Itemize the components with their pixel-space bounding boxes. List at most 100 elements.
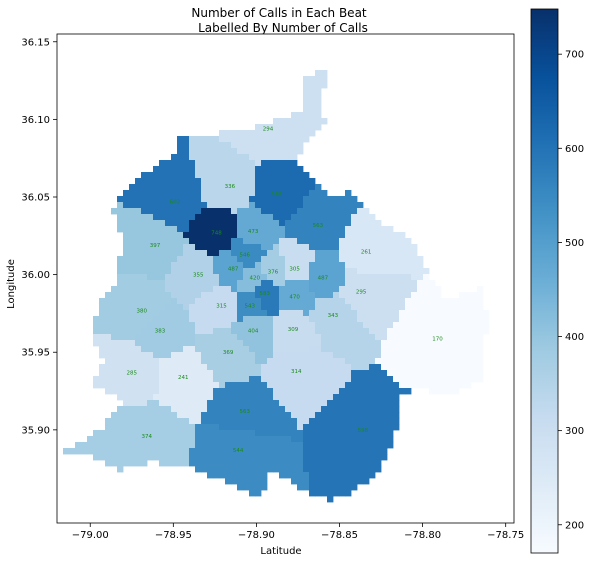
beat-region-cell — [255, 466, 262, 473]
beat-region-cell — [243, 172, 250, 179]
beat-region-cell — [189, 226, 196, 233]
beat-region-cell — [129, 250, 136, 257]
beat-region-cell — [267, 424, 274, 431]
beat-region-cell — [315, 400, 322, 407]
beat-region-cell — [291, 292, 298, 299]
beat-region-cell — [309, 430, 316, 437]
beat-region-cell — [261, 196, 268, 203]
beat-region-cell — [117, 370, 124, 377]
beat-region-cell — [177, 298, 184, 305]
beat-region-cell — [429, 358, 436, 365]
beat-region-cell — [345, 442, 352, 449]
beat-region-cell — [225, 466, 232, 473]
beat-region-cell — [333, 478, 340, 485]
beat-region-cell — [231, 184, 238, 191]
beat-region-cell — [285, 244, 292, 251]
beat-region-cell — [477, 304, 484, 311]
beat-region-cell — [135, 202, 142, 209]
beat-region-cell — [375, 232, 382, 239]
beat-region-cell — [255, 232, 262, 239]
beat-region-cell — [321, 232, 328, 239]
beat-region-cell — [267, 454, 274, 461]
beat-region-cell — [165, 268, 172, 275]
beat-region-cell — [291, 124, 298, 131]
beat-region-cell — [165, 382, 172, 389]
beat-region-cell — [201, 136, 208, 143]
beat-region-cell — [159, 226, 166, 233]
beat-region-cell — [267, 352, 274, 359]
beat-region-cell — [441, 382, 448, 389]
beat-region-cell — [177, 202, 184, 209]
beat-region-cell — [381, 286, 388, 293]
beat-region-cell — [135, 196, 142, 203]
beat-region-cell — [99, 310, 106, 317]
beat-region-cell — [291, 478, 298, 485]
beat-region-cell — [309, 352, 316, 359]
beat-region-cell — [183, 460, 190, 467]
beat-region-cell — [393, 268, 400, 275]
beat-region-cell — [159, 190, 166, 197]
beat-region-cell — [105, 370, 112, 377]
beat-region-cell — [363, 400, 370, 407]
beat-region-cell — [309, 286, 316, 293]
beat-region-cell — [243, 442, 250, 449]
beat-region-cell — [339, 298, 346, 305]
beat-region-cell — [357, 370, 364, 377]
beat-region-cell — [117, 310, 124, 317]
beat-region-cell — [189, 196, 196, 203]
beat-region-cell — [249, 304, 256, 311]
beat-region-cell — [291, 226, 298, 233]
beat-region-cell — [351, 196, 358, 203]
beat-region-cell — [309, 322, 316, 329]
beat-region-cell — [309, 484, 316, 491]
beat-region-cell — [153, 430, 160, 437]
beat-region-cell — [291, 232, 298, 239]
beat-region-cell — [141, 454, 148, 461]
beat-region-cell — [423, 322, 430, 329]
beat-region-cell — [297, 214, 304, 221]
beat-region-cell — [231, 406, 238, 413]
beat-region-cell — [219, 166, 226, 173]
beat-region-cell — [381, 448, 388, 455]
beat-region-cell — [153, 202, 160, 209]
beat-region-cell — [129, 334, 136, 341]
beat-region-cell — [213, 256, 220, 263]
beat-region-cell — [243, 154, 250, 161]
beat-region-cell — [327, 388, 334, 395]
beat-region-cell — [207, 310, 214, 317]
beat-region-cell — [345, 250, 352, 257]
beat-region-cell — [237, 346, 244, 353]
beat-region-cell — [219, 394, 226, 401]
beat-region-cell — [207, 430, 214, 437]
beat-region-cell — [465, 358, 472, 365]
beat-region-cell — [417, 364, 424, 371]
beat-region-cell — [213, 136, 220, 143]
beat-region-cell — [345, 196, 352, 203]
beat-region-cell — [297, 178, 304, 185]
beat-region-cell — [261, 334, 268, 341]
beat-region-cell — [477, 352, 484, 359]
beat-region-cell — [381, 316, 388, 323]
beat-region-cell — [189, 442, 196, 449]
beat-region-cell — [159, 166, 166, 173]
beat-region-cell — [375, 346, 382, 353]
beat-region-cell — [381, 238, 388, 245]
beat-region-cell — [207, 466, 214, 473]
beat-region-cell — [327, 196, 334, 203]
beat-region-cell — [189, 394, 196, 401]
beat-region-cell — [327, 406, 334, 413]
beat-region-cell — [423, 286, 430, 293]
beat-region-cell — [189, 424, 196, 431]
beat-region-cell — [177, 358, 184, 365]
beat-region-cell — [171, 346, 178, 353]
beat-region-cell — [237, 328, 244, 335]
beat-region-cell — [441, 310, 448, 317]
beat-region-cell — [357, 328, 364, 335]
beat-region-cell — [153, 400, 160, 407]
beat-region-cell — [165, 226, 172, 233]
beat-region-cell — [201, 322, 208, 329]
beat-region-cell — [387, 346, 394, 353]
beat-region-cell — [477, 370, 484, 377]
beat-region-cell — [399, 316, 406, 323]
beat-region-cell — [447, 340, 454, 347]
